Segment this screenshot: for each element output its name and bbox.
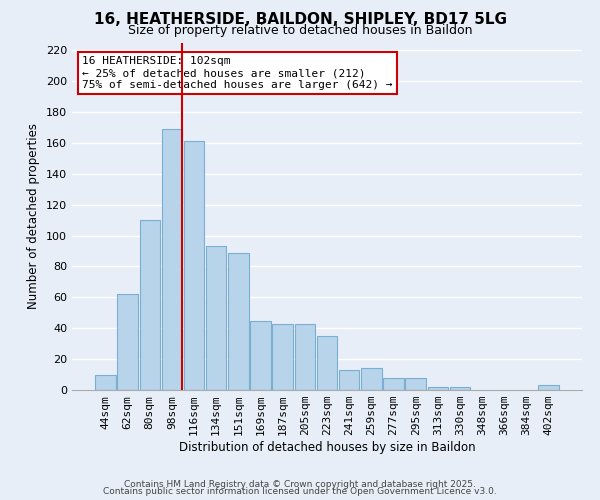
Bar — [295, 324, 315, 390]
Bar — [428, 387, 448, 390]
Bar — [228, 252, 248, 390]
Bar — [339, 370, 359, 390]
Bar — [317, 336, 337, 390]
Bar — [450, 387, 470, 390]
Bar — [361, 368, 382, 390]
Bar — [118, 294, 138, 390]
Bar — [272, 324, 293, 390]
Y-axis label: Number of detached properties: Number of detached properties — [28, 123, 40, 309]
Bar — [250, 320, 271, 390]
Bar — [140, 220, 160, 390]
X-axis label: Distribution of detached houses by size in Baildon: Distribution of detached houses by size … — [179, 441, 475, 454]
Bar — [161, 129, 182, 390]
Bar — [184, 142, 204, 390]
Text: 16, HEATHERSIDE, BAILDON, SHIPLEY, BD17 5LG: 16, HEATHERSIDE, BAILDON, SHIPLEY, BD17 … — [94, 12, 506, 28]
Bar — [95, 374, 116, 390]
Text: Contains public sector information licensed under the Open Government Licence v3: Contains public sector information licen… — [103, 488, 497, 496]
Text: 16 HEATHERSIDE: 102sqm
← 25% of detached houses are smaller (212)
75% of semi-de: 16 HEATHERSIDE: 102sqm ← 25% of detached… — [82, 56, 392, 90]
Text: Contains HM Land Registry data © Crown copyright and database right 2025.: Contains HM Land Registry data © Crown c… — [124, 480, 476, 489]
Bar — [406, 378, 426, 390]
Bar — [538, 386, 559, 390]
Text: Size of property relative to detached houses in Baildon: Size of property relative to detached ho… — [128, 24, 472, 37]
Bar — [206, 246, 226, 390]
Bar — [383, 378, 404, 390]
